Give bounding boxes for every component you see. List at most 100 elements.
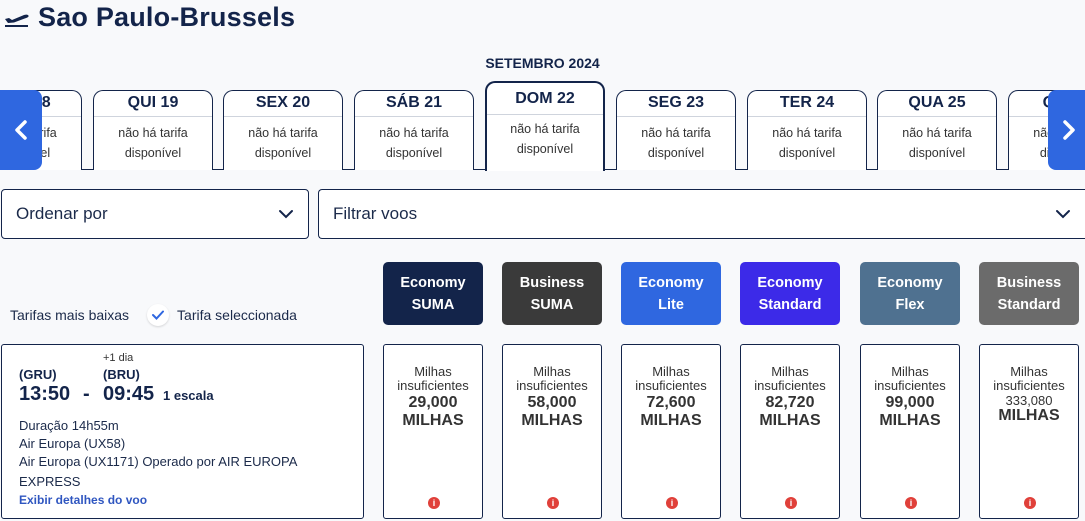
warning-icon[interactable]: i — [547, 497, 559, 509]
date-tab-label: QUA 25 — [878, 91, 996, 117]
fare-status: Milhas — [891, 364, 929, 379]
date-tab[interactable]: SÁB 21 não há tarifa disponível — [354, 90, 474, 170]
previous-dates-button[interactable] — [0, 90, 42, 170]
warning-icon[interactable]: i — [1024, 497, 1036, 509]
fare-miles-unit: MILHAS — [521, 412, 583, 429]
date-tab-fare: não há tarifa — [902, 126, 972, 140]
date-tab-label: DOM 22 — [487, 83, 603, 115]
date-tab[interactable]: SEX 20 não há tarifa disponível — [223, 90, 343, 170]
fare-type-line2: SUMA — [530, 296, 574, 313]
fare-miles: 99,000 — [885, 394, 935, 411]
chevron-down-icon — [1056, 210, 1070, 219]
fare-option[interactable]: Milhas insuficientes 333,080 MILHAS i — [979, 344, 1079, 519]
fare-option[interactable]: Milhas insuficientes 29,000 MILHAS i — [383, 344, 483, 519]
fare-status: Milhas — [414, 364, 452, 379]
date-tab-fare: não há tarifa — [118, 126, 188, 140]
fare-type-line1: Economy — [400, 274, 466, 291]
date-tab-label: TER 24 — [748, 91, 866, 117]
chevron-right-icon — [1063, 120, 1075, 140]
date-tab-fare: não há tarifa — [248, 126, 318, 140]
date-tab-selected[interactable]: DOM 22 não há tarifa disponível — [485, 81, 605, 171]
fare-status: Milhas — [533, 364, 571, 379]
date-tab[interactable]: QUA 25 não há tarifa disponível — [877, 90, 997, 170]
fare-status: insuficientes — [993, 378, 1065, 393]
fare-type-line1: Economy — [877, 274, 943, 291]
fare-type-line1: Economy — [757, 274, 823, 291]
stops-count: 1 escala — [163, 388, 214, 403]
legend-selected-fare: Tarifa seleccionada — [177, 307, 297, 323]
fare-status: Milhas — [652, 364, 690, 379]
fare-option[interactable]: Milhas insuficientes 72,600 MILHAS i — [621, 344, 721, 519]
origin-code: (GRU) — [19, 367, 57, 382]
date-tab[interactable]: SEG 23 não há tarifa disponível — [616, 90, 736, 170]
warning-icon[interactable]: i — [905, 497, 917, 509]
fare-option[interactable]: Milhas insuficientes 82,720 MILHAS i — [740, 344, 840, 519]
fare-type-line2: Lite — [658, 296, 684, 313]
fare-status: Milhas — [1010, 364, 1048, 379]
date-tab-fare: não há tarifa — [510, 122, 580, 136]
warning-icon[interactable]: i — [785, 497, 797, 509]
fare-status: insuficientes — [397, 378, 469, 393]
warning-icon[interactable]: i — [428, 497, 440, 509]
fare-option[interactable]: Milhas insuficientes 58,000 MILHAS i — [502, 344, 602, 519]
fare-type-line1: Business — [519, 274, 585, 291]
filter-dropdown[interactable]: Filtrar voos — [318, 189, 1085, 239]
sort-dropdown[interactable]: Ordenar por — [1, 189, 309, 239]
fare-miles: 333,080 — [1005, 393, 1053, 408]
date-tab-fare: disponível — [516, 142, 574, 156]
fare-miles-unit: MILHAS — [759, 412, 821, 429]
date-tab-fare: disponível — [124, 146, 182, 160]
sort-dropdown-label: Ordenar por — [16, 204, 108, 223]
time-separator: - — [83, 383, 90, 405]
departure-time: 13:50 — [19, 383, 71, 405]
fare-status: insuficientes — [635, 378, 707, 393]
fare-status: insuficientes — [754, 378, 826, 393]
page-header: Sao Paulo-Brussels — [0, 0, 295, 34]
next-day-indicator: +1 dia — [103, 352, 134, 364]
date-tab-label: QUI 19 — [94, 91, 212, 117]
chevron-down-icon — [279, 210, 293, 219]
fare-option[interactable]: Milhas insuficientes 99,000 MILHAS i — [860, 344, 960, 519]
legend-lowest-fares: Tarifas mais baixas — [10, 307, 130, 323]
fare-miles-unit: MILHAS — [402, 412, 464, 429]
fare-miles: 82,720 — [765, 394, 815, 411]
date-tab-fare: disponível — [647, 146, 705, 160]
fare-miles: 29,000 — [408, 394, 458, 411]
date-tab-fare: não há tarifa — [641, 126, 711, 140]
date-tab-fare: disponível — [778, 146, 836, 160]
flight-card[interactable]: +1 dia (GRU) (BRU) 13:50 - 09:45 1 escal… — [1, 344, 364, 519]
fare-miles-unit: MILHAS — [998, 407, 1060, 424]
date-tab-label: SEG 23 — [617, 91, 735, 117]
fare-type-header: Business Standard — [979, 262, 1079, 325]
fare-legend: Tarifas mais baixas Tarifa seleccionada — [10, 304, 297, 326]
date-tab-fare: não há tarifa — [379, 126, 449, 140]
fare-type-header: Economy Flex — [860, 262, 960, 325]
fare-type-line1: Economy — [638, 274, 704, 291]
fare-type-line2: SUMA — [411, 296, 455, 313]
flight-details-link[interactable]: Exibir detalhes do voo — [19, 493, 148, 507]
date-tab-fare: não há tarifa — [772, 126, 842, 140]
calendar-month: SETEMBRO 2024 — [485, 55, 600, 71]
fare-type-header: Economy Standard — [740, 262, 840, 325]
fare-type-header: Business SUMA — [502, 262, 602, 325]
flight-segment: Air Europa (UX58) — [19, 436, 126, 451]
next-dates-button[interactable] — [1048, 90, 1085, 170]
date-tab[interactable]: TER 24 não há tarifa disponível — [747, 90, 867, 170]
plane-takeoff-icon — [2, 6, 32, 28]
page-title: Sao Paulo-Brussels — [38, 1, 296, 32]
destination-code: (BRU) — [103, 367, 140, 382]
fare-miles: 58,000 — [527, 394, 577, 411]
fare-type-line2: Standard — [997, 296, 1061, 313]
date-tab-fare: disponível — [385, 146, 443, 160]
date-tab-label: SEX 20 — [224, 91, 342, 117]
flight-segment: Air Europa (UX1171) Operado por AIR EURO… — [19, 454, 298, 469]
flight-segment-operator: EXPRESS — [19, 474, 81, 489]
warning-icon[interactable]: i — [666, 497, 678, 509]
fare-status: insuficientes — [874, 378, 946, 393]
date-tab[interactable]: QUI 19 não há tarifa disponível — [93, 90, 213, 170]
fare-type-header: Economy SUMA — [383, 262, 483, 325]
date-tab-fare: disponível — [254, 146, 312, 160]
fare-type-line1: Business — [996, 274, 1062, 291]
